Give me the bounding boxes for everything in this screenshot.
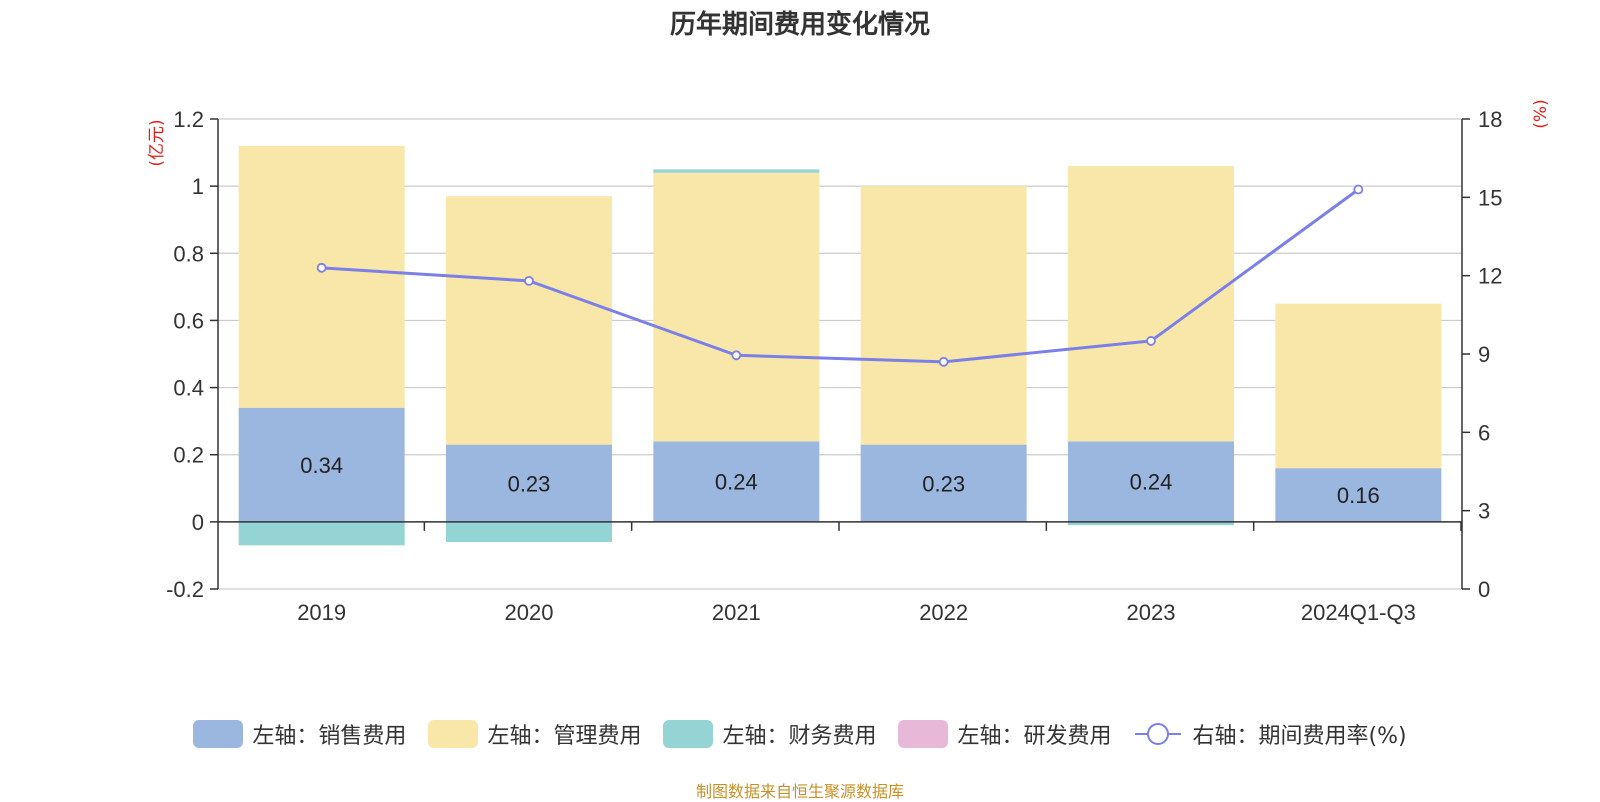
- bar-sales: [238, 407, 405, 522]
- right-axis-unit-label: (%): [1531, 99, 1551, 128]
- bar-finance: [238, 521, 405, 546]
- right-axis-tick-label: 9: [1478, 342, 1490, 367]
- legend-swatch-rnd: [898, 720, 949, 748]
- bar-sales: [653, 441, 820, 522]
- right-axis-tick-label: 18: [1478, 107, 1502, 132]
- left-axis-tick-label: 1.2: [173, 107, 204, 132]
- left-axis-unit-label: (亿元): [147, 119, 167, 166]
- bar-admin: [860, 186, 1027, 445]
- x-axis-tick-label: 2022: [919, 600, 968, 625]
- x-axis-tick-label: 2023: [1127, 600, 1176, 625]
- legend-item-expense-ratio[interactable]: 右轴：期间费用率(%): [1133, 718, 1407, 750]
- legend-item-sales[interactable]: 左轴：销售费用: [193, 718, 406, 750]
- expense-ratio-point: [316, 262, 327, 273]
- bar-data-label: 0.34: [300, 453, 343, 478]
- bar-data-label: 0.23: [508, 471, 551, 496]
- legend-label-finance: 左轴：财务费用: [722, 724, 877, 749]
- legend-label-rnd: 左轴：研发费用: [957, 724, 1112, 749]
- legend-line-icon: [1135, 723, 1182, 745]
- legend-item-admin[interactable]: 左轴：管理费用: [428, 718, 641, 750]
- chart-legend: 左轴：销售费用 左轴：管理费用 左轴：财务费用 左轴：研发费用 右轴：期间费用率…: [0, 718, 1600, 750]
- left-axis-tick-label: 1: [192, 174, 204, 199]
- source-note: 制图数据来自恒生聚源数据库: [695, 782, 904, 801]
- x-axis-tick-label: 2020: [505, 600, 554, 625]
- bar-sales: [1068, 441, 1234, 522]
- right-axis-tick-label: 3: [1478, 499, 1490, 524]
- legend-swatch-admin: [428, 720, 479, 748]
- expense-ratio-point: [1146, 336, 1156, 346]
- expense-ratio-point: [524, 275, 534, 286]
- x-axis-tick-label: 2021: [712, 600, 761, 625]
- bar-data-label: 0.16: [1337, 483, 1380, 508]
- bar-admin: [446, 196, 612, 445]
- left-axis-tick-label: 0.4: [173, 376, 204, 401]
- legend-label-admin: 左轴：管理费用: [487, 724, 642, 749]
- bar-data-label: 0.23: [922, 471, 965, 496]
- expense-ratio-line: [321, 188, 1360, 364]
- legend-item-rnd[interactable]: 左轴：研发费用: [898, 718, 1111, 750]
- bar-sales: [860, 444, 1027, 522]
- bar-admin: [1275, 303, 1442, 469]
- right-axis-tick-label: 6: [1478, 420, 1490, 445]
- expense-ratio-point: [731, 350, 742, 361]
- expense-ratio-point: [938, 356, 949, 367]
- bar-finance: [653, 169, 820, 173]
- left-axis-tick-label: -0.2: [166, 577, 204, 602]
- legend-swatch-sales: [193, 720, 244, 748]
- right-axis-tick-label: 12: [1478, 264, 1502, 289]
- legend-label-expense-ratio: 右轴：期间费用率(%): [1192, 724, 1407, 749]
- bar-data-label: 0.24: [1130, 470, 1173, 495]
- x-axis-tick-label: 2024Q1-Q3: [1301, 600, 1416, 625]
- bar-sales: [1275, 468, 1442, 522]
- chart-title: 历年期间费用变化情况: [669, 10, 930, 40]
- bar-admin: [1068, 166, 1234, 442]
- expense-ratio-point: [1353, 184, 1364, 195]
- left-axis-tick-label: 0: [192, 510, 204, 535]
- legend-label-sales: 左轴：销售费用: [252, 724, 407, 749]
- right-axis-tick-label: 0: [1478, 577, 1490, 602]
- legend-item-finance[interactable]: 左轴：财务费用: [663, 718, 876, 750]
- left-axis-tick-label: 0.8: [173, 241, 204, 266]
- right-axis-tick-label: 15: [1478, 185, 1502, 210]
- x-axis-tick-label: 2019: [297, 600, 346, 625]
- bar-data-label: 0.24: [715, 470, 758, 495]
- bar-finance: [446, 521, 612, 542]
- bar-finance: [1068, 521, 1234, 526]
- bar-sales: [446, 444, 612, 522]
- bar-admin: [653, 172, 820, 442]
- bar-admin: [238, 145, 405, 408]
- left-axis-tick-label: 0.6: [173, 308, 204, 333]
- legend-swatch-finance: [663, 720, 714, 748]
- left-axis-tick-label: 0.2: [173, 443, 204, 468]
